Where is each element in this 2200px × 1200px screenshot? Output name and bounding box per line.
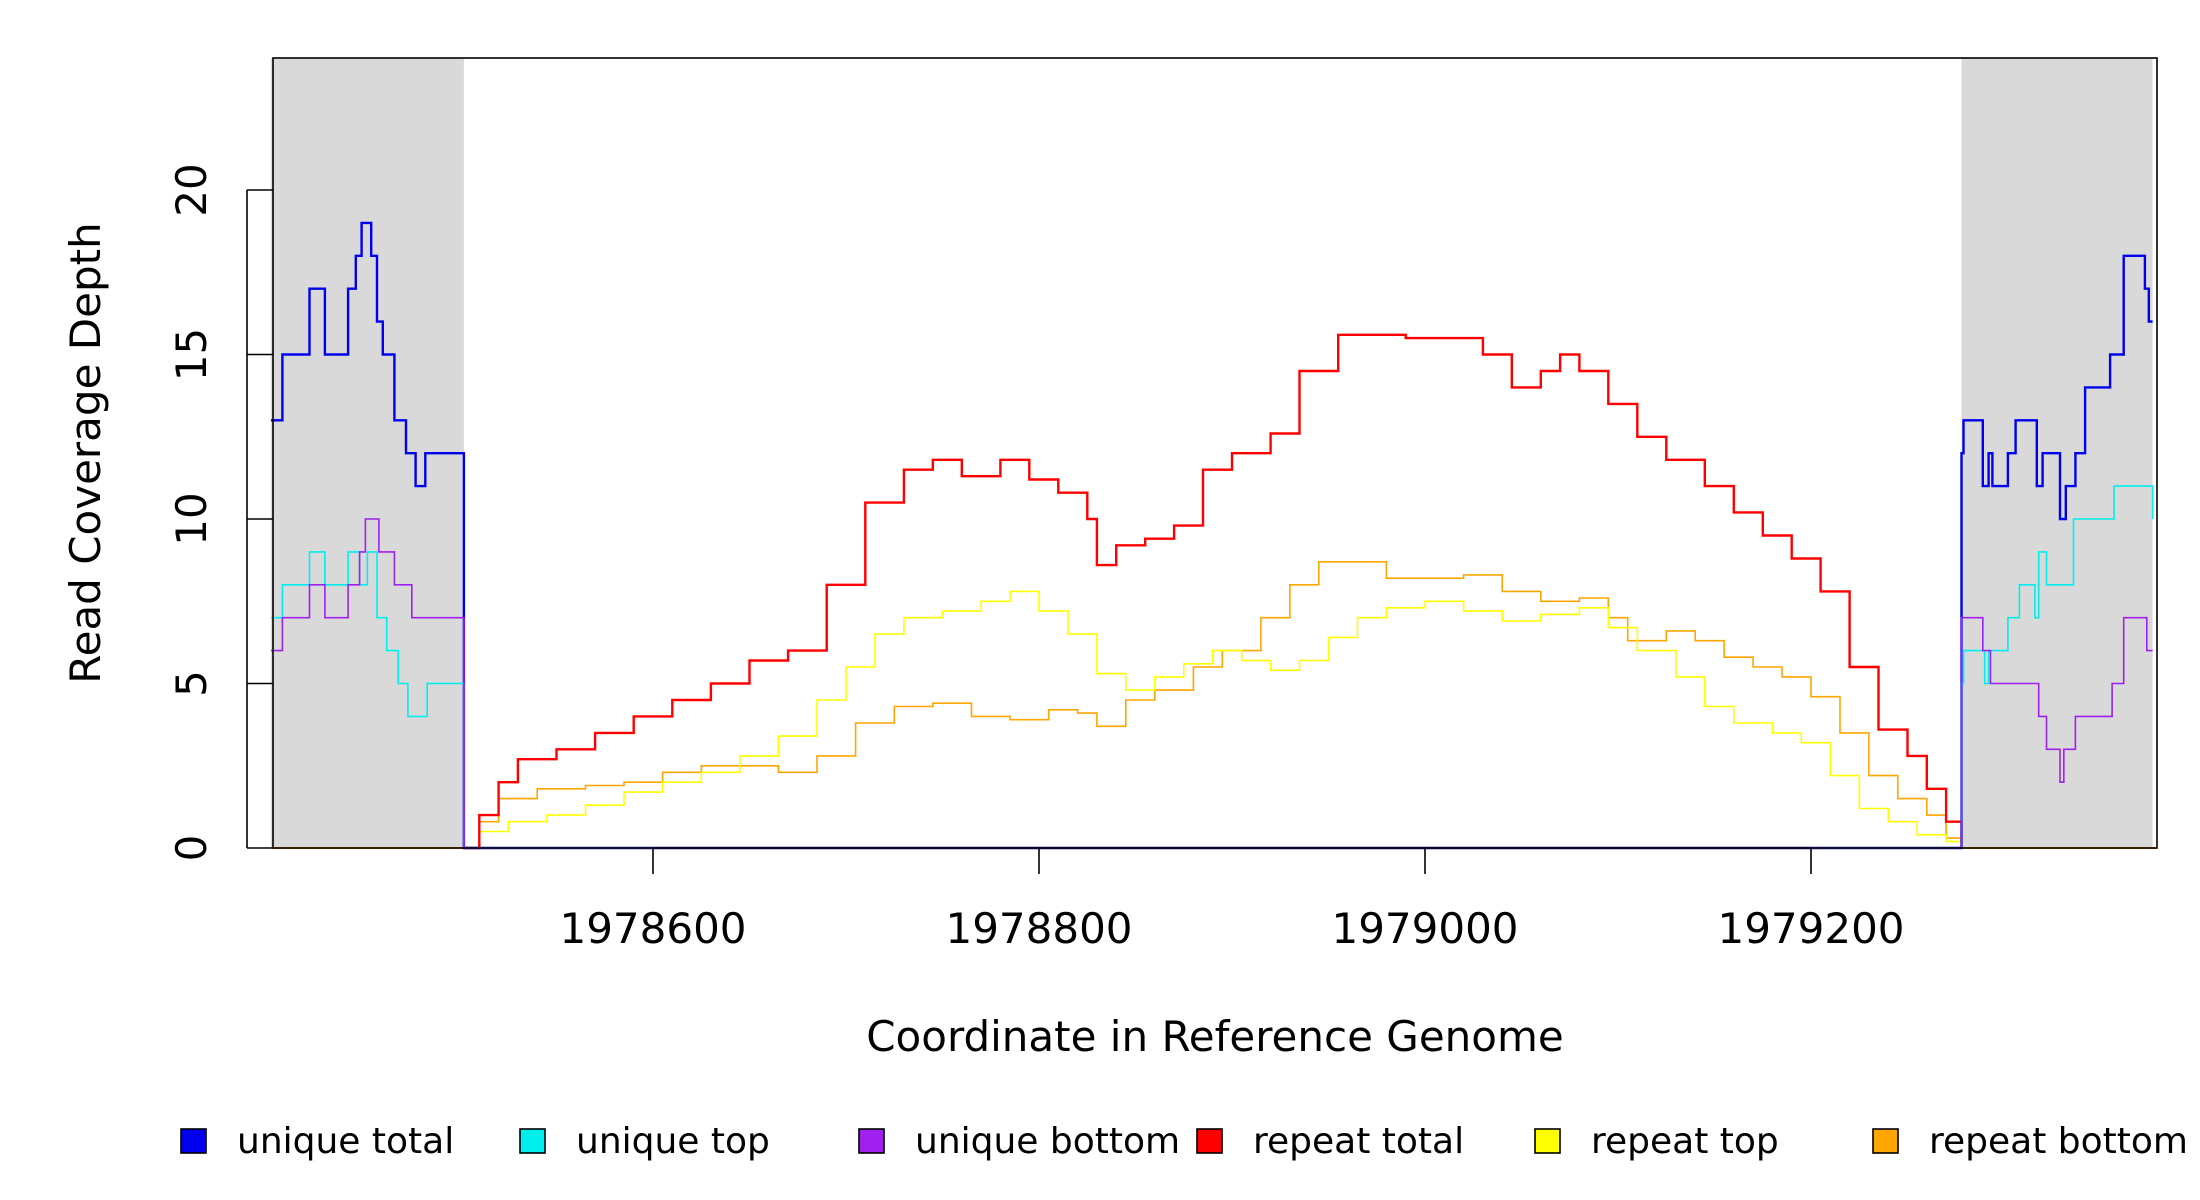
legend-label: unique top (576, 1121, 770, 1162)
legend-swatch (1872, 1128, 1899, 1154)
y-tick-label: 0 (167, 835, 216, 862)
series-line-repeat-bottom (463, 561, 1963, 849)
y-tick-label: 20 (167, 163, 216, 216)
x-axis: 1978600 1978800 1979000 1979200 (559, 847, 1905, 953)
y-axis: 0 5 10 15 20 (167, 163, 273, 861)
series-lines (270, 221, 2157, 850)
series-line-unique-bottom (270, 518, 2153, 849)
x-tick-label: 1978800 (945, 904, 1132, 953)
legend-label: unique bottom (915, 1121, 1180, 1162)
legend-swatch (1534, 1128, 1561, 1154)
legend-label: repeat total (1253, 1121, 1464, 1162)
legend: unique total unique top unique bottom repea… (180, 1121, 2188, 1162)
shaded-regions (270, 58, 2153, 848)
legend-swatch (1196, 1128, 1223, 1154)
y-tick-label: 5 (167, 670, 216, 697)
x-axis-label: Coordinate in Reference Genome (866, 1012, 1564, 1061)
series-line-repeat-top (463, 590, 1963, 849)
series-line-unique-total (270, 221, 2153, 850)
y-tick-label: 10 (167, 492, 216, 545)
y-axis-label: Read Coverage Depth (61, 222, 110, 683)
legend-swatch (519, 1128, 546, 1154)
legend-swatch (180, 1128, 207, 1154)
legend-label: repeat bottom (1929, 1121, 2188, 1162)
legend-swatch (858, 1128, 885, 1154)
x-tick-label: 1979200 (1717, 904, 1904, 953)
x-tick-label: 1979000 (1331, 904, 1518, 953)
legend-label: unique total (237, 1121, 454, 1162)
y-tick-label: 15 (167, 328, 216, 381)
plot-frame (272, 57, 2158, 849)
series-line-repeat-total (463, 333, 1963, 850)
legend-label: repeat top (1591, 1121, 1779, 1162)
x-tick-label: 1978600 (559, 904, 746, 953)
